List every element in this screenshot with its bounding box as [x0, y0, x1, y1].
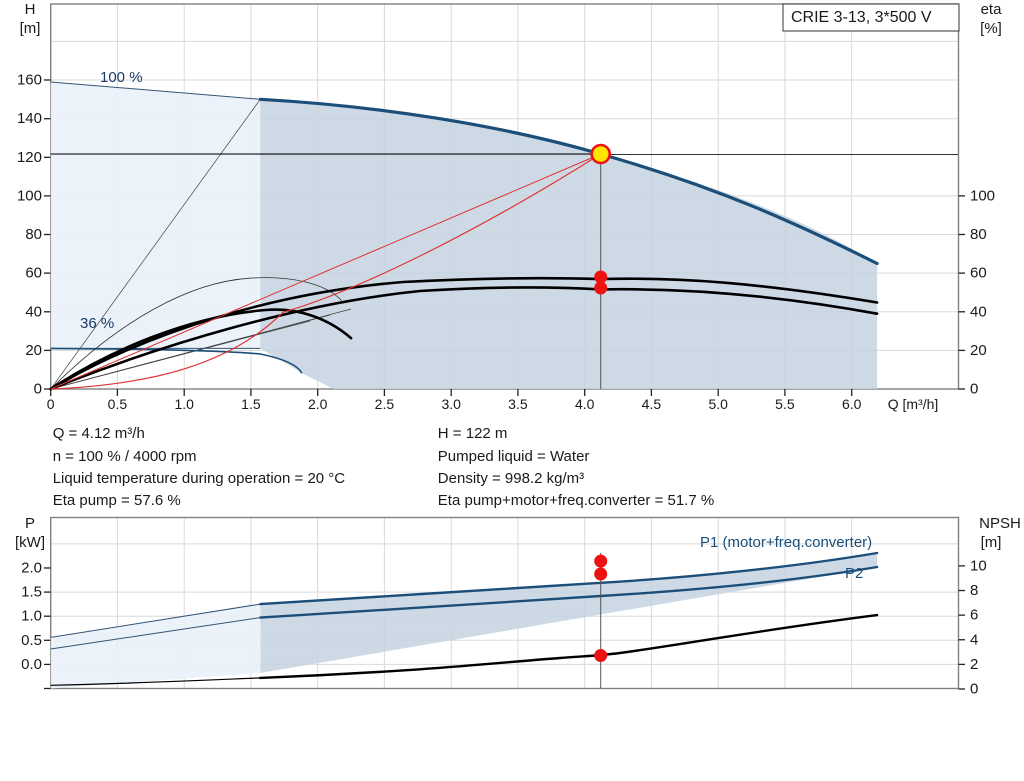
svg-text:0: 0	[970, 681, 978, 698]
svg-text:[m]: [m]	[981, 534, 1002, 551]
svg-text:2.0: 2.0	[308, 396, 328, 412]
svg-text:0: 0	[970, 381, 978, 398]
svg-text:36 %: 36 %	[80, 315, 114, 332]
svg-text:40: 40	[25, 303, 42, 320]
svg-text:80: 80	[970, 226, 987, 243]
svg-text:5.0: 5.0	[708, 396, 728, 412]
svg-text:H: H	[25, 1, 36, 18]
svg-text:Eta pump = 57.6 %: Eta pump = 57.6 %	[53, 492, 181, 509]
svg-text:0.5: 0.5	[108, 396, 128, 412]
svg-text:0: 0	[47, 396, 55, 412]
svg-text:Density = 998.2 kg/m³: Density = 998.2 kg/m³	[438, 470, 584, 487]
svg-text:4.5: 4.5	[642, 396, 662, 412]
svg-text:Eta pump+motor+freq.converter: Eta pump+motor+freq.converter = 51.7 %	[438, 492, 714, 509]
svg-text:20: 20	[25, 342, 42, 359]
svg-text:10: 10	[970, 557, 987, 574]
svg-text:2: 2	[970, 656, 978, 673]
svg-text:eta: eta	[981, 1, 1003, 18]
svg-text:Pumped liquid = Water: Pumped liquid = Water	[438, 448, 590, 465]
svg-text:4.0: 4.0	[575, 396, 595, 412]
svg-text:CRIE 3-13, 3*500 V: CRIE 3-13, 3*500 V	[791, 9, 932, 26]
svg-text:140: 140	[17, 110, 42, 127]
svg-text:3.5: 3.5	[508, 396, 528, 412]
svg-text:1.5: 1.5	[21, 584, 42, 601]
svg-text:80: 80	[25, 226, 42, 243]
svg-text:Q = 4.12 m³/h: Q = 4.12 m³/h	[53, 425, 145, 442]
svg-text:1.0: 1.0	[174, 396, 194, 412]
svg-text:P2: P2	[845, 565, 863, 582]
svg-text:20: 20	[970, 342, 987, 359]
svg-text:P1 (motor+freq.converter): P1 (motor+freq.converter)	[700, 534, 872, 551]
svg-text:0.0: 0.0	[21, 656, 42, 673]
svg-text:160: 160	[17, 72, 42, 89]
svg-text:60: 60	[25, 265, 42, 282]
svg-text:6: 6	[970, 607, 978, 624]
svg-text:0: 0	[34, 381, 42, 398]
svg-text:100 %: 100 %	[100, 69, 143, 86]
svg-text:2.0: 2.0	[21, 560, 42, 577]
svg-text:P: P	[25, 515, 35, 532]
svg-text:NPSH: NPSH	[979, 515, 1021, 532]
svg-text:H = 122 m: H = 122 m	[438, 425, 508, 442]
svg-text:40: 40	[970, 303, 987, 320]
svg-text:n = 100 % / 4000 rpm: n = 100 % / 4000 rpm	[53, 448, 197, 465]
svg-text:2.5: 2.5	[375, 396, 395, 412]
svg-text:3.0: 3.0	[441, 396, 461, 412]
svg-text:60: 60	[970, 265, 987, 282]
svg-text:[%]: [%]	[980, 20, 1002, 37]
svg-text:Q [m³/h]: Q [m³/h]	[888, 396, 939, 412]
svg-text:6.0: 6.0	[842, 396, 862, 412]
svg-text:100: 100	[970, 188, 995, 205]
svg-text:Liquid temperature during oper: Liquid temperature during operation = 20…	[53, 470, 346, 487]
svg-text:1.5: 1.5	[241, 396, 261, 412]
svg-text:1.0: 1.0	[21, 608, 42, 625]
svg-text:[m]: [m]	[20, 20, 41, 37]
svg-text:100: 100	[17, 188, 42, 205]
svg-text:8: 8	[970, 582, 978, 599]
svg-text:[kW]: [kW]	[15, 534, 45, 551]
svg-text:0.5: 0.5	[21, 632, 42, 649]
svg-text:4: 4	[970, 631, 978, 648]
svg-text:120: 120	[17, 149, 42, 166]
svg-text:5.5: 5.5	[775, 396, 795, 412]
